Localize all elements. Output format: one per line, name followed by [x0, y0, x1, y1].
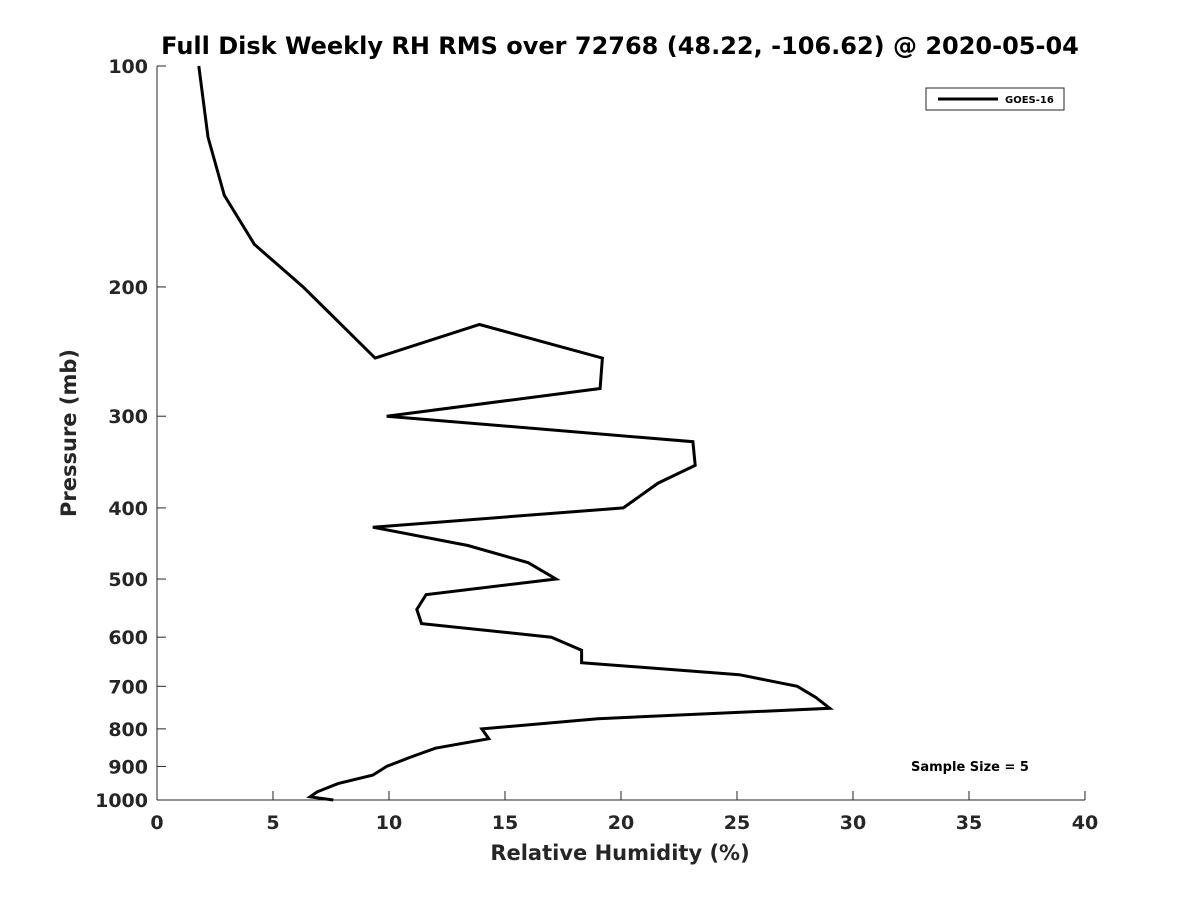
x-tick-label: 25 [724, 812, 750, 834]
y-tick-label: 900 [108, 756, 148, 778]
x-axis-ticks: 0 5 10 15 20 25 30 35 40 [150, 791, 1098, 834]
legend: GOES-16 [925, 87, 1065, 111]
legend-entry-goes-16: GOES-16 [1005, 95, 1054, 106]
y-tick-label: 700 [108, 676, 148, 698]
y-axis-label: Pressure (mb) [57, 349, 81, 517]
x-axis-label: Relative Humidity (%) [490, 841, 749, 865]
x-tick-label: 20 [608, 812, 634, 834]
x-tick-label: 40 [1072, 812, 1098, 834]
x-tick-label: 30 [840, 812, 866, 834]
y-tick-label: 300 [108, 406, 148, 428]
y-tick-label: 400 [108, 498, 148, 520]
x-tick-label: 35 [956, 812, 982, 834]
y-tick-label: 200 [108, 277, 148, 299]
x-tick-label: 10 [376, 812, 402, 834]
plot-axes [156, 66, 1085, 801]
x-tick-label: 0 [150, 812, 163, 834]
x-tick-label: 5 [266, 812, 279, 834]
y-tick-label: 1000 [95, 790, 148, 812]
y-axis-ticks: 100 200 300 400 500 600 700 800 900 1000 [95, 56, 166, 812]
x-tick-label: 15 [492, 812, 518, 834]
sample-size-annotation: Sample Size = 5 [911, 760, 1029, 775]
y-tick-label: 100 [108, 56, 148, 78]
series-layer [197, 65, 834, 802]
y-tick-label: 800 [108, 719, 148, 741]
series-line-goes-16 [197, 65, 834, 802]
chart-title: Full Disk Weekly RH RMS over 72768 (48.2… [161, 32, 1079, 60]
y-tick-label: 600 [108, 627, 148, 649]
y-tick-label: 500 [108, 569, 148, 591]
